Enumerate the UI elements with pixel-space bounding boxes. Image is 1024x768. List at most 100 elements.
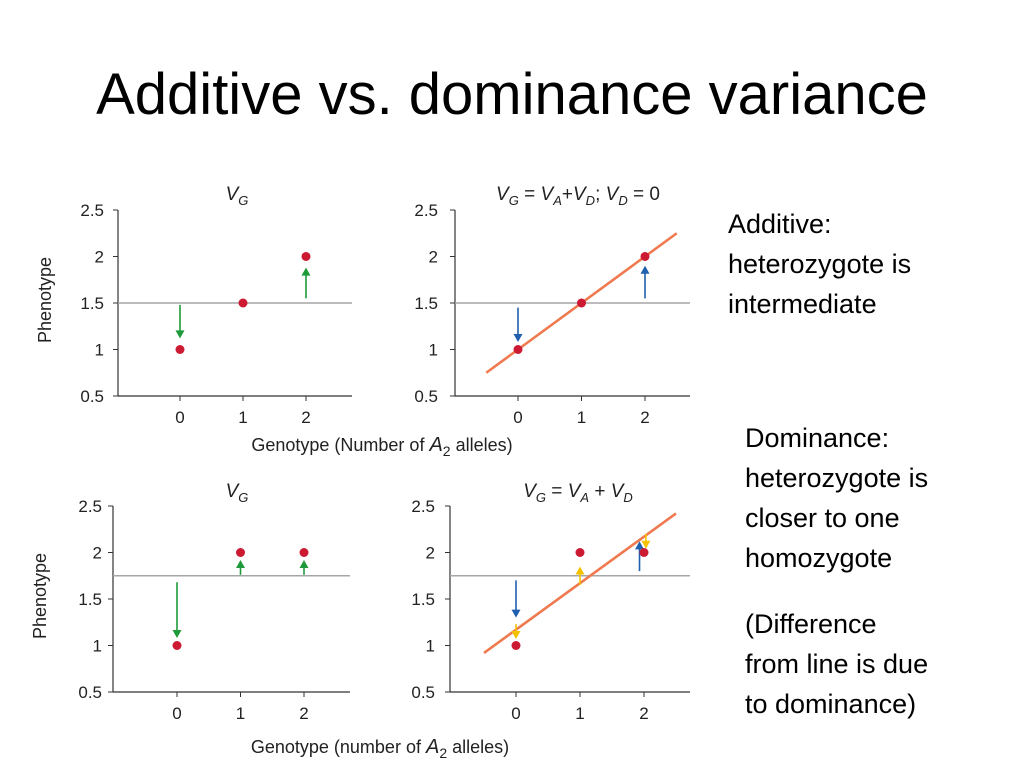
y-tick-label: 0.5 — [78, 683, 102, 702]
title-sub: G — [238, 193, 248, 208]
title-var: V — [226, 481, 241, 502]
y-tick-label: 2 — [93, 544, 102, 563]
x-label-sub: 2 — [443, 443, 451, 459]
x-tick-label: 1 — [575, 704, 584, 723]
note-line: Additive: — [728, 209, 832, 239]
y-tick-label: 2.5 — [78, 497, 102, 516]
y-tick-label: 1.5 — [78, 590, 102, 609]
x-axis-label-bottom: Genotype (number of A2 alleles) — [251, 736, 509, 761]
x-tick-label: 2 — [301, 408, 310, 427]
data-point — [640, 252, 650, 261]
data-point — [175, 345, 185, 354]
y-axis-label: Phenotype — [30, 553, 50, 639]
y-tick-label: 1 — [93, 637, 102, 656]
data-point — [236, 548, 245, 557]
arrow-head — [511, 609, 521, 618]
x-label-text: Genotype (number of — [251, 737, 426, 757]
y-tick-label: 0.5 — [411, 683, 435, 702]
x-tick-label: 2 — [639, 704, 648, 723]
x-label-text: alleles) — [447, 737, 509, 757]
note-additive: Additive: heterozygote is intermediate — [728, 204, 911, 324]
note-line: homozygote — [745, 543, 893, 573]
y-axis-label: Phenotype — [35, 257, 55, 343]
title-var: V — [226, 184, 241, 205]
x-tick-label: 0 — [513, 408, 522, 427]
title-text: ; — [595, 184, 606, 205]
title-sub: A — [579, 490, 589, 505]
data-point — [301, 252, 311, 261]
y-tick-label: 1.5 — [411, 590, 435, 609]
x-tick-label: 2 — [640, 408, 649, 427]
chart-panel-top-right: 0.5 1 1.5 2 2.5 0 1 2 VG​ = VA​+VD​; VD​ = 0 — [414, 184, 690, 427]
title-var: V — [523, 481, 538, 502]
note-line: heterozygote is — [728, 249, 912, 279]
title-var: V — [568, 481, 583, 502]
x-label-var: A — [428, 434, 442, 456]
data-point — [577, 298, 586, 308]
title-sub: G — [238, 490, 248, 505]
x-tick-label: 1 — [236, 704, 245, 723]
title-var: V — [606, 184, 621, 205]
data-point — [238, 298, 248, 308]
title-sub: A — [552, 193, 562, 208]
title-sub: G — [509, 193, 519, 208]
title-text: = 0 — [628, 184, 660, 205]
x-axis-label-top: Genotype (Number of A2 alleles) — [251, 434, 512, 459]
x-tick-label: 1 — [238, 408, 247, 427]
title-text: = — [519, 184, 541, 205]
data-point — [639, 548, 649, 557]
arrow-head — [513, 334, 523, 343]
chart-panel-top-left: 0.5 1 1.5 2 2.5 0 1 2 VG Phenotype — [35, 184, 352, 427]
panel-title: VG — [226, 481, 249, 505]
chart-panel-bottom-right: 0.5 1 1.5 2 2.5 0 1 2 VG​ = VA​ + VD​ — [411, 481, 690, 723]
y-tick-label: 2 — [426, 544, 435, 563]
title-var: V — [496, 184, 511, 205]
arrow-head — [301, 267, 311, 276]
note-line: from line is due — [745, 649, 929, 679]
note-dominance: Dominance: heterozygote is closer to one… — [745, 418, 928, 578]
title-var: V — [573, 184, 588, 205]
y-tick-label: 1 — [426, 637, 435, 656]
y-tick-label: 1 — [429, 341, 438, 360]
title-var: V — [541, 184, 556, 205]
data-point — [172, 641, 182, 650]
y-tick-label: 0.5 — [414, 387, 438, 406]
panel-title: VG — [226, 184, 249, 208]
note-difference: (Difference from line is due to dominanc… — [745, 604, 928, 724]
y-tick-label: 0.5 — [80, 387, 104, 406]
arrow-head — [641, 540, 651, 549]
data-point — [513, 345, 523, 354]
x-tick-label: 2 — [299, 704, 308, 723]
arrow-head — [511, 630, 521, 639]
x-label-text: alleles) — [451, 435, 513, 455]
y-tick-label: 2 — [429, 248, 438, 267]
title-sub: D — [586, 193, 595, 208]
note-line: Dominance: — [745, 423, 890, 453]
y-tick-label: 2.5 — [411, 497, 435, 516]
title-sub: G — [536, 490, 546, 505]
title-text: + — [562, 184, 573, 205]
arrow-head — [172, 630, 182, 639]
arrow-head — [236, 559, 245, 568]
y-tick-label: 1 — [95, 341, 104, 360]
note-line: to dominance) — [745, 689, 917, 719]
data-point — [511, 641, 521, 650]
title-sub: D — [623, 490, 632, 505]
note-line: closer to one — [745, 503, 900, 533]
arrow-head — [640, 265, 650, 274]
data-point — [575, 548, 585, 557]
y-tick-label: 1.5 — [414, 294, 438, 313]
y-tick-label: 2.5 — [414, 201, 438, 220]
panel-title: VG​ = VA​+VD​; VD​ = 0 — [496, 184, 660, 208]
title-text: + — [589, 481, 611, 502]
title-text: = — [546, 481, 568, 502]
x-tick-label: 1 — [577, 408, 586, 427]
arrow-head — [299, 559, 309, 568]
arrow-head — [635, 541, 645, 550]
y-tick-label: 2.5 — [80, 201, 104, 220]
y-tick-label: 2 — [95, 248, 104, 267]
x-label-text: Genotype (Number of — [251, 435, 429, 455]
note-line: (Difference — [745, 609, 877, 639]
x-label-var: A — [425, 736, 439, 758]
